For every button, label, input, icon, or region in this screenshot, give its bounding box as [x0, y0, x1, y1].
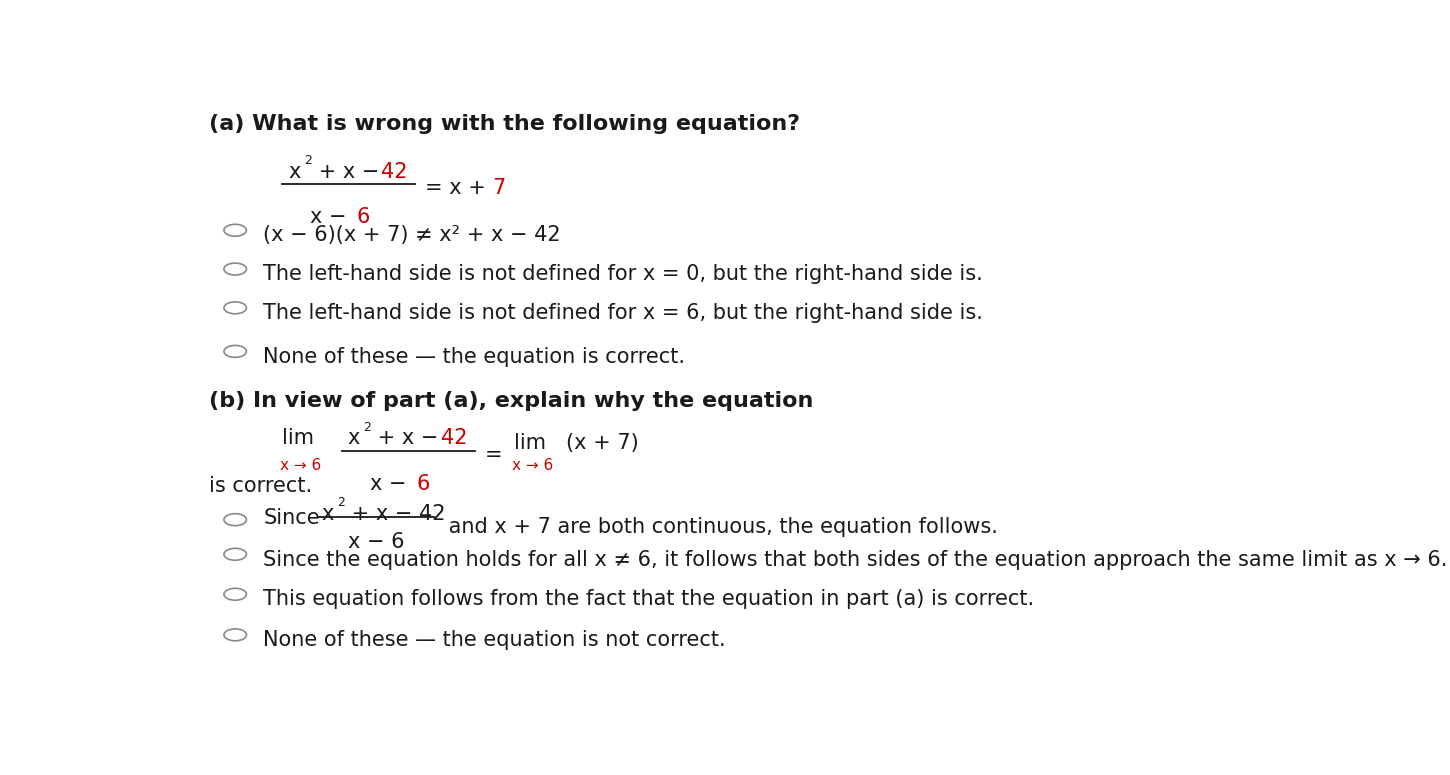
Text: Since: Since [264, 508, 320, 528]
Text: + x − 42: + x − 42 [345, 504, 445, 524]
Text: This equation follows from the fact that the equation in part (a) is correct.: This equation follows from the fact that… [264, 590, 1034, 609]
Text: None of these — the equation is not correct.: None of these — the equation is not corr… [264, 630, 726, 650]
Text: The left-hand side is not defined for x = 6, but the right-hand side is.: The left-hand side is not defined for x … [264, 303, 983, 323]
Text: x −: x − [310, 207, 354, 227]
Text: x: x [348, 429, 360, 449]
Text: Since the equation holds for all x ≠ 6, it follows that both sides of the equati: Since the equation holds for all x ≠ 6, … [264, 549, 1447, 570]
Text: 42: 42 [441, 429, 467, 449]
Text: (a) What is wrong with the following equation?: (a) What is wrong with the following equ… [209, 114, 800, 134]
Text: The left-hand side is not defined for x = 0, but the right-hand side is.: The left-hand side is not defined for x … [264, 264, 983, 284]
Text: None of these — the equation is correct.: None of these — the equation is correct. [264, 346, 686, 367]
Text: 42: 42 [381, 162, 407, 181]
Text: lim: lim [283, 429, 315, 449]
Text: x: x [322, 504, 334, 524]
Text: 2: 2 [364, 421, 371, 434]
Text: 2: 2 [338, 496, 345, 509]
Text: 6: 6 [416, 474, 429, 494]
Text: + x −: + x − [371, 429, 445, 449]
Text: (x + 7): (x + 7) [566, 433, 638, 453]
Text: x − 6: x − 6 [348, 532, 405, 552]
Text: x: x [289, 162, 300, 181]
Text: + x −: + x − [312, 162, 386, 181]
Text: 7: 7 [493, 178, 506, 198]
Text: (b) In view of part (a), explain why the equation: (b) In view of part (a), explain why the… [209, 391, 813, 412]
Text: x −: x − [370, 474, 413, 494]
Text: x → 6: x → 6 [512, 458, 552, 474]
Text: 6: 6 [357, 207, 370, 227]
Text: x → 6: x → 6 [280, 458, 322, 474]
Text: lim: lim [513, 433, 545, 453]
Text: is correct.: is correct. [209, 476, 312, 496]
Text: (x − 6)(x + 7) ≠ x² + x − 42: (x − 6)(x + 7) ≠ x² + x − 42 [264, 226, 561, 246]
Text: and x + 7 are both continuous, the equation follows.: and x + 7 are both continuous, the equat… [442, 517, 998, 537]
Text: 2: 2 [303, 154, 312, 167]
Text: =: = [484, 445, 502, 465]
Text: = x +: = x + [425, 178, 493, 198]
